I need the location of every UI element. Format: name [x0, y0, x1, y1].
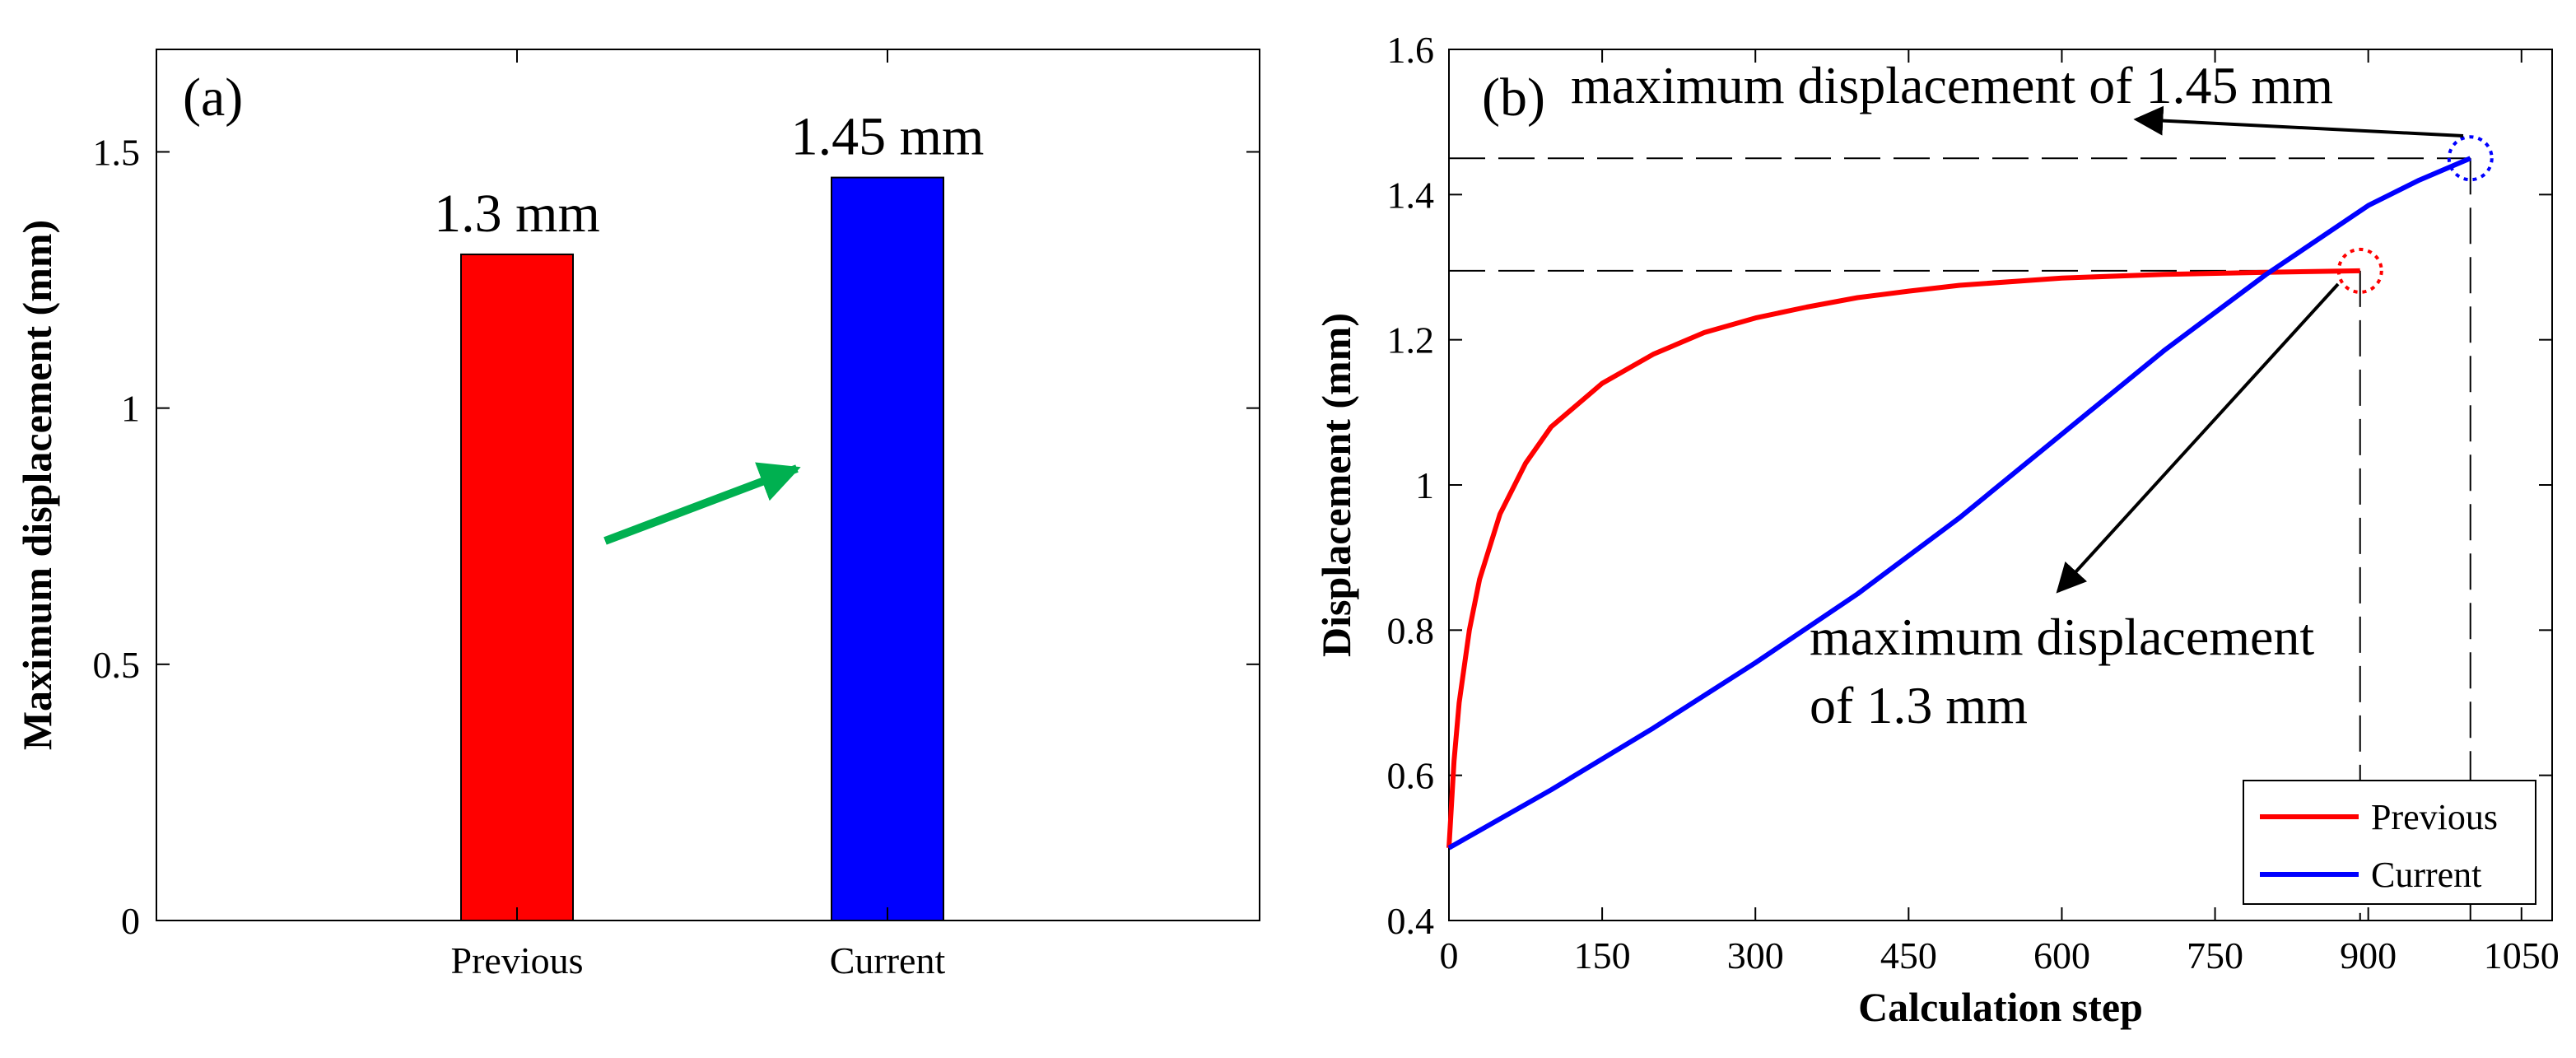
bar-previous	[460, 253, 574, 921]
panel-b-x-tick-label: 0	[1440, 934, 1459, 976]
panel-b-x-tick-label: 450	[1880, 934, 1937, 976]
panel-a-x-ticks: Previous Current	[451, 49, 946, 981]
panel-a-y-tick-label: 0	[121, 900, 140, 942]
panel-b-x-tick-label: 1050	[2484, 934, 2560, 976]
panel-b-x-tick-label: 750	[2187, 934, 2243, 976]
panel-b-series	[1446, 156, 2471, 851]
panel-b-x-axis-title: Calculation step	[1858, 984, 2143, 1030]
panel-b-x-tick-label: 150	[1574, 934, 1631, 976]
legend-label-previous: Previous	[2371, 797, 2498, 837]
bar-current	[831, 176, 944, 921]
panel-b-x-tick-label: 300	[1727, 934, 1784, 976]
panel-b-x-tick-label: 600	[2033, 934, 2090, 976]
max-marker-previous	[2336, 247, 2383, 294]
series-line-previous	[1446, 268, 2360, 848]
annotation-max-previous-line2: of 1.3 mm	[1810, 676, 2028, 734]
panel-a-plot-frame	[156, 49, 1260, 921]
panel-b-y-tick-label: 0.4	[1387, 900, 1435, 942]
panel-b-y-axis-title: Displacement (mm)	[1313, 313, 1359, 657]
panel-b-y-tick-label: 1.2	[1387, 319, 1435, 361]
panel-b-label: (b)	[1482, 68, 1545, 128]
panel-a-x-tick-label: Current	[830, 939, 946, 981]
panel-a-bar-chart: 0 0.5 1 1.5 1.3 mm 1.45 mm Previous Current (…	[14, 49, 1260, 981]
panel-b-y-tick-label: 1	[1415, 464, 1434, 506]
panel-b-line-chart: 0.4 0.6 0.8 1 1.2 1.4 1.6 0 150 300 450 600 750 900 1…	[1313, 29, 2560, 1030]
panel-b-max-markers	[2336, 135, 2494, 294]
max-marker-current	[2447, 135, 2494, 182]
legend-box	[2243, 780, 2536, 905]
panel-a-y-ticks: 0 0.5 1 1.5	[93, 131, 1260, 942]
panel-a-bar-labels: 1.3 mm 1.45 mm	[434, 107, 984, 244]
bar-data-label-current: 1.45 mm	[791, 107, 985, 167]
annotation-max-current-arrow	[2133, 105, 2464, 137]
panel-a-y-tick-label: 0.5	[93, 644, 141, 686]
panel-b-x-ticks: 0 150 300 450 600 750 900 1050	[1440, 49, 2560, 976]
panel-a-bars	[460, 176, 944, 921]
panel-b-y-tick-label: 1.4	[1387, 174, 1435, 216]
panel-a-green-arrow	[603, 462, 801, 545]
legend-label-current: Current	[2371, 855, 2481, 895]
panel-b-y-tick-label: 0.8	[1387, 609, 1435, 651]
panel-a-y-tick-label: 1	[121, 388, 140, 430]
panel-a-y-tick-label: 1.5	[93, 131, 141, 173]
panel-a-label: (a)	[183, 68, 243, 128]
bar-data-label-previous: 1.3 mm	[434, 184, 600, 244]
panel-b-y-tick-label: 1.6	[1387, 29, 1435, 71]
panel-a-x-tick-label: Previous	[451, 939, 584, 981]
panel-a-y-axis-title: Maximum displacement (mm)	[14, 220, 60, 750]
panel-b-y-tick-label: 0.6	[1387, 755, 1435, 797]
series-line-current	[1447, 156, 2471, 851]
panel-b-legend: Previous Current	[2243, 780, 2536, 905]
panel-b-guide-lines	[1449, 157, 2471, 921]
annotation-max-previous-line1: maximum displacement	[1810, 608, 2314, 666]
panel-b-y-ticks: 0.4 0.6 0.8 1 1.2 1.4 1.6	[1387, 29, 2552, 942]
annotation-max-previous-arrow	[2056, 282, 2340, 594]
panel-b-x-tick-label: 900	[2340, 934, 2397, 976]
annotation-max-current: maximum displacement of 1.45 mm	[1571, 56, 2333, 114]
